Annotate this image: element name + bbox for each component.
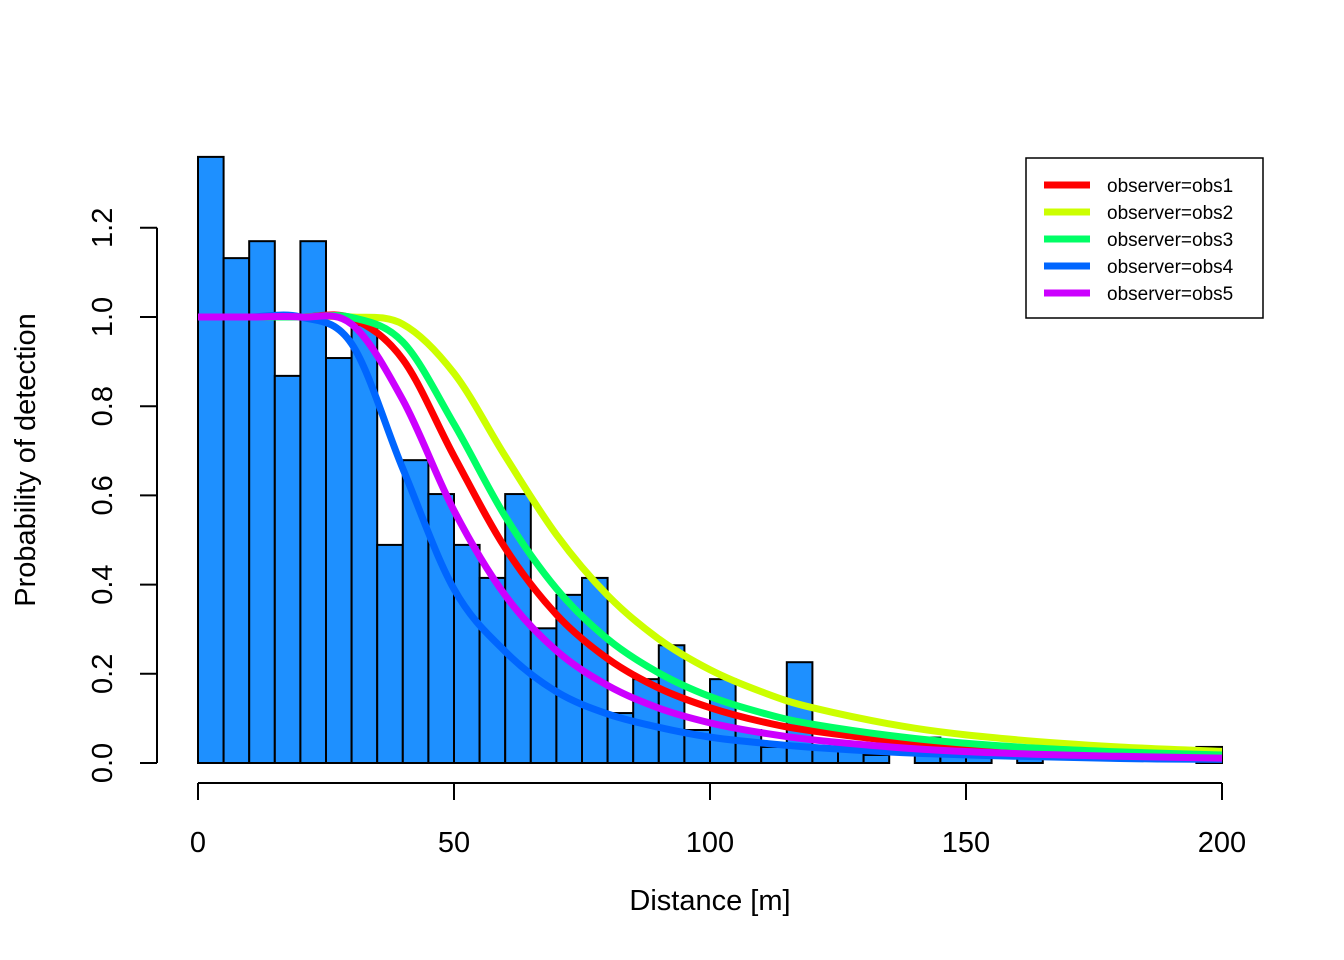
legend-label: observer=obs2 [1107, 203, 1233, 224]
histogram-bar [453, 543, 481, 764]
histogram-bar [529, 627, 558, 764]
y-tick-label: 1.2 [87, 208, 119, 248]
y-tick-label: 0.8 [87, 386, 119, 426]
histogram-bar [401, 459, 430, 764]
x-tick-label: 50 [438, 827, 470, 859]
legend: observer=obs1 observer=obs2 observer=obs3 o… [1025, 157, 1264, 319]
axes: 0 50 100 150 200 0.0 0.2 0.4 0.6 0.8 1.0 1.2 [87, 208, 1246, 859]
histogram-bar [504, 493, 532, 764]
x-axis-label: Distance [m] [629, 885, 790, 917]
detection-curves [198, 311, 1223, 763]
histogram-bar [376, 543, 404, 764]
curve-obs3 [198, 311, 1223, 759]
histogram-bar [478, 576, 507, 764]
y-tick-label: 1.0 [87, 297, 119, 337]
y-tick-label: 0.0 [87, 743, 119, 783]
histogram-bars [197, 155, 1224, 765]
y-tick-label: 0.4 [87, 564, 119, 604]
curve-obs5 [198, 312, 1223, 762]
x-tick-label: 100 [686, 827, 734, 859]
x-tick-label: 200 [1198, 827, 1246, 859]
legend-label: observer=obs5 [1107, 284, 1233, 305]
histogram-bar [248, 240, 276, 764]
histogram-bar [197, 155, 225, 765]
histogram-bar [657, 644, 686, 764]
histogram-bar [222, 257, 251, 764]
legend-label: observer=obs3 [1107, 230, 1233, 251]
legend-label: observer=obs1 [1107, 176, 1233, 197]
histogram-bar [299, 240, 327, 764]
y-tick-label: 0.2 [87, 654, 119, 694]
histogram-bar [325, 357, 353, 764]
histogram-bar [273, 374, 302, 764]
x-tick-label: 0 [190, 827, 206, 859]
histogram-bar [760, 745, 788, 764]
legend-label: observer=obs4 [1107, 257, 1234, 278]
y-axis-label: Probability of detection [10, 313, 42, 606]
y-tick-label: 0.6 [87, 475, 119, 515]
histogram-bar [862, 753, 891, 764]
x-tick-label: 150 [942, 827, 990, 859]
